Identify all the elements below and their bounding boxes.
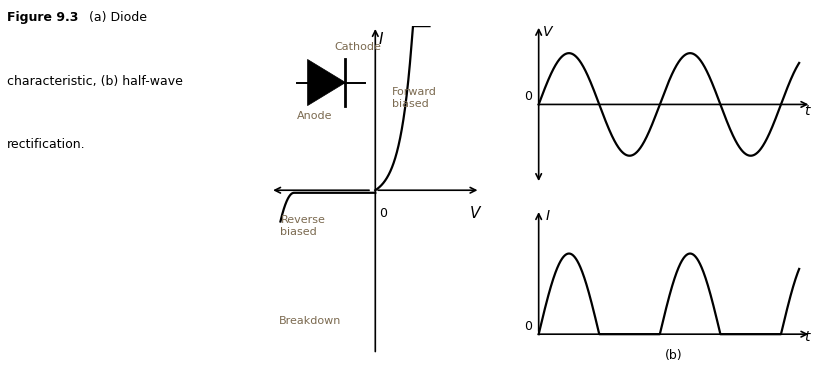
Text: (b): (b) bbox=[665, 349, 683, 362]
Text: Reverse
biased: Reverse biased bbox=[280, 215, 325, 237]
Text: $V$: $V$ bbox=[541, 25, 554, 39]
Text: Figure 9.3: Figure 9.3 bbox=[7, 11, 78, 24]
Text: 0: 0 bbox=[379, 207, 387, 220]
Text: Cathode: Cathode bbox=[334, 42, 381, 52]
Text: $I$: $I$ bbox=[379, 31, 384, 47]
Polygon shape bbox=[308, 59, 345, 106]
Text: 0: 0 bbox=[525, 320, 533, 333]
Text: $V$: $V$ bbox=[469, 204, 482, 220]
Text: rectification.: rectification. bbox=[7, 138, 85, 151]
Text: Breakdown: Breakdown bbox=[279, 316, 341, 326]
Text: characteristic, (b) half-wave: characteristic, (b) half-wave bbox=[7, 75, 183, 88]
Text: 0: 0 bbox=[525, 90, 533, 103]
Text: $t$: $t$ bbox=[804, 330, 812, 344]
Text: Forward
biased: Forward biased bbox=[392, 87, 437, 109]
Text: (a) Diode: (a) Diode bbox=[77, 11, 147, 24]
Text: $t$: $t$ bbox=[804, 104, 812, 118]
Text: Anode: Anode bbox=[298, 111, 333, 121]
Text: $I$: $I$ bbox=[545, 209, 550, 223]
